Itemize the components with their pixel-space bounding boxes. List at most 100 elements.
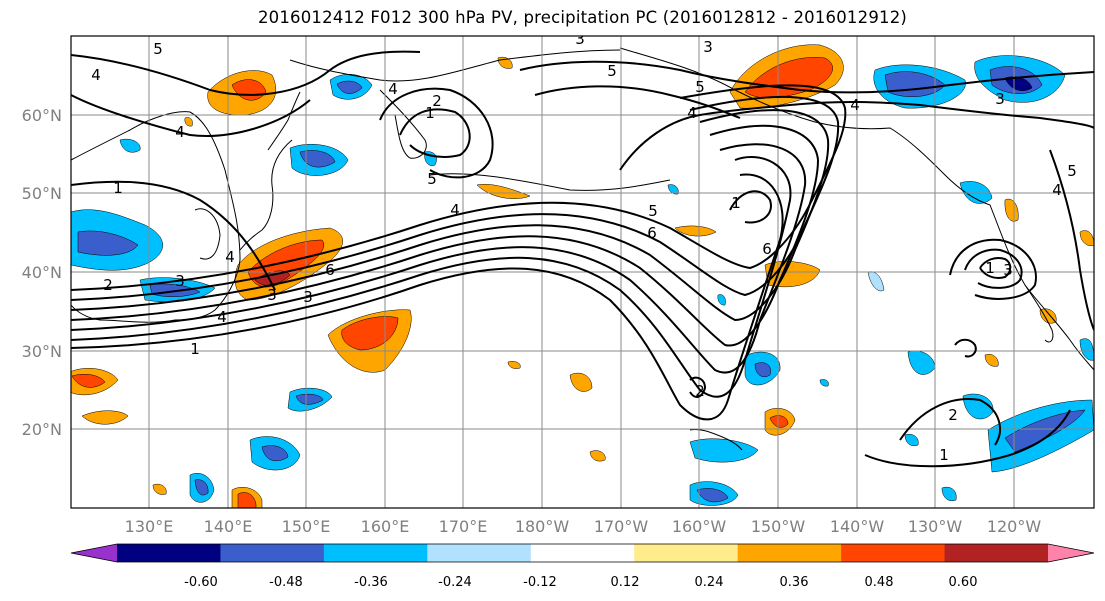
contour-label: 1 [190, 340, 200, 358]
precip-blob [819, 379, 829, 387]
lat-label: 60°N [22, 106, 62, 125]
pv-contour [864, 409, 1071, 468]
coastline-aleutians [429, 173, 671, 191]
contour-label: 4 [1052, 181, 1062, 199]
pv-contour [399, 108, 471, 158]
lon-label: 160°W [672, 517, 727, 536]
precip-blob [194, 479, 209, 496]
contour-label: 1 [113, 179, 123, 197]
precip-blob [119, 138, 141, 153]
pv-contour [949, 238, 1037, 300]
pv-contour [71, 180, 276, 291]
lon-label: 140°E [204, 517, 253, 536]
colorbar-tick-label: 0.12 [611, 575, 640, 590]
precip-blob [904, 434, 919, 446]
colorbar-segment [841, 544, 946, 562]
contour-label: 4 [388, 80, 398, 98]
pv-contour [71, 94, 311, 137]
colorbar-segment [634, 544, 739, 562]
contour-label: 3 [1003, 261, 1013, 279]
contour-label: 2 [695, 382, 705, 400]
precip-blob [507, 361, 521, 369]
colorbar-ticks: -0.60 -0.48 -0.36 -0.24 -0.12 0.12 0.24 … [184, 575, 977, 590]
precip-blob [667, 184, 679, 195]
lon-label: 140°W [830, 517, 885, 536]
precip-blob [254, 270, 291, 286]
gridlines [71, 36, 1094, 508]
colorbar-segment [220, 544, 325, 562]
contour-label: 1 [425, 104, 435, 122]
contour-label-layer: 5 4 3 4 2 1 4 5 4 1 4 3 2 3 4 3 1 6 5 3 … [91, 30, 1077, 464]
colorbar-tick-label: -0.48 [269, 575, 303, 590]
precip-blob [959, 181, 993, 204]
lon-label: 150°E [282, 517, 331, 536]
lon-label: 170°E [439, 517, 488, 536]
pv-contour [1049, 149, 1094, 331]
pv-contour [729, 190, 772, 224]
contour-label: 3 [303, 288, 313, 306]
colorbar-extend-min [71, 544, 117, 562]
precip-blob [341, 316, 399, 351]
contour-label: 4 [850, 96, 860, 114]
precip-blob [152, 483, 167, 495]
precip-blob [754, 362, 771, 378]
contour-label: 6 [647, 224, 657, 242]
pv-contour [899, 398, 1001, 446]
coastline-alaska [619, 47, 1094, 371]
colorbar-tick-label: -0.36 [354, 575, 388, 590]
contour-label: 5 [1067, 162, 1077, 180]
precip-blob [184, 117, 193, 127]
lat-label: 40°N [22, 263, 62, 282]
contour-label: 4 [687, 104, 697, 122]
contour-label: 4 [175, 123, 185, 141]
contour-label: 2 [432, 92, 442, 110]
precip-blob [569, 372, 593, 392]
contour-label: 3 [575, 30, 585, 48]
contour-label: 3 [175, 272, 185, 290]
precip-blob [295, 393, 324, 405]
pv-contour [534, 85, 741, 119]
colorbar-segment [530, 544, 635, 562]
lon-labels: 130°E 140°E 150°E 160°E 170°E 180°W 170°… [125, 517, 1042, 536]
colorbar-segment [944, 544, 1049, 562]
colorbar-tick-label: 0.60 [949, 575, 978, 590]
lon-label: 130°E [125, 517, 174, 536]
precip-blob [261, 445, 289, 462]
colorbar-segment [737, 544, 842, 562]
precip-blob [71, 374, 106, 388]
contour-label: 1 [985, 259, 995, 277]
contour-label: 2 [103, 276, 113, 294]
contour-label: 6 [325, 261, 335, 279]
colorbar-segment [117, 544, 222, 562]
colorbar-outline [70, 543, 1095, 563]
precip-blob [81, 410, 129, 425]
precip-blob [1004, 198, 1019, 222]
precip-blob [962, 393, 994, 420]
lon-label: 120°W [987, 517, 1042, 536]
map-frame [70, 35, 1095, 509]
contour-label: 5 [153, 40, 163, 58]
coastline-siberia [289, 49, 621, 82]
pv-contour [71, 95, 840, 301]
pv-contour [619, 100, 1094, 171]
colorbar-segment [427, 544, 532, 562]
precip-blob [1079, 230, 1094, 246]
contour-label: 1 [731, 194, 741, 212]
contour-label: 3 [267, 286, 277, 304]
contour-label: 3 [995, 90, 1005, 108]
contour-label: 3 [703, 38, 713, 56]
colorbar-tick-label: 0.48 [865, 575, 894, 590]
pv-contour [519, 60, 1094, 94]
precip-blob [941, 486, 957, 501]
pv-contour [71, 173, 784, 421]
lat-labels: 60°N 50°N 40°N 30°N 20°N [22, 106, 62, 439]
coastline-japan [239, 139, 293, 251]
coastline-kamchatka [379, 89, 427, 159]
lon-label: 170°W [594, 517, 649, 536]
pv-contour [71, 50, 421, 96]
lat-label: 20°N [22, 420, 62, 439]
contour-label: 6 [762, 240, 772, 258]
coastline-sakhalin [267, 91, 301, 151]
precip-blob [674, 225, 717, 237]
